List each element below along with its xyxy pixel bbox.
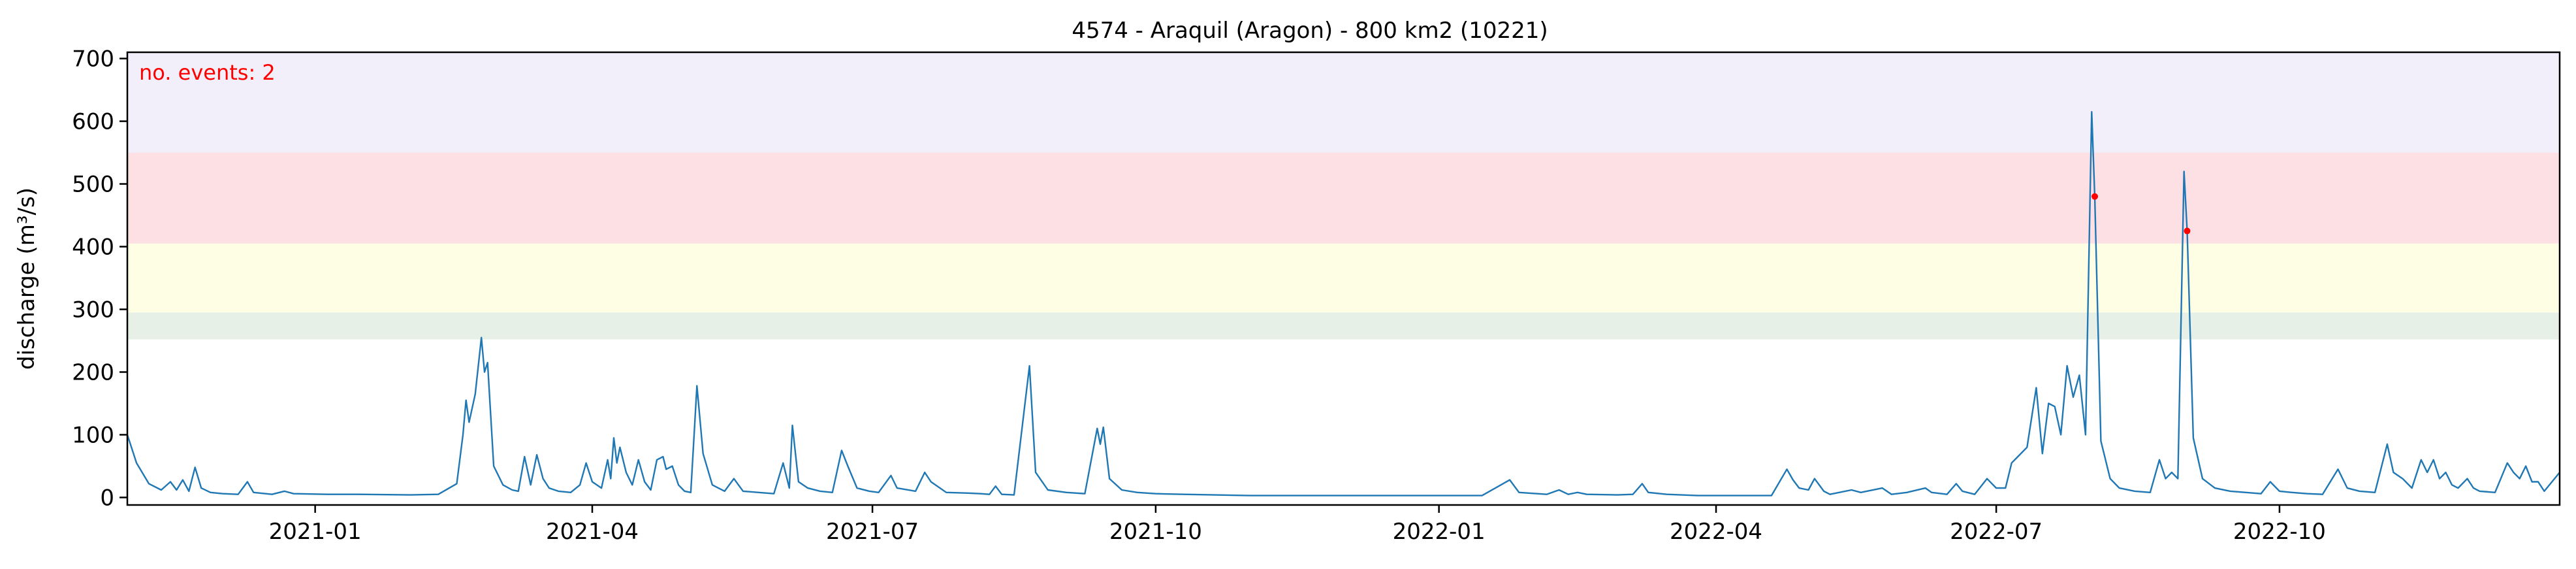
y-tick-label: 300 (72, 297, 114, 323)
x-tick-label: 2021-04 (546, 519, 639, 545)
y-tick-label: 0 (100, 485, 114, 511)
chart-title: 4574 - Araquil (Aragon) - 800 km2 (10221… (1072, 18, 1548, 44)
events-count-annotation: no. events: 2 (139, 60, 276, 85)
event-marker-2 (2184, 227, 2191, 235)
y-tick-label: 200 (72, 360, 114, 386)
x-tick-label: 2022-10 (2233, 519, 2326, 545)
discharge-line (126, 110, 2560, 496)
x-tick-label: 2022-07 (1950, 519, 2043, 545)
x-tick-label: 2022-04 (1670, 519, 1762, 545)
x-tick-label: 2021-07 (826, 519, 919, 545)
x-axis: 2021-01 2021-04 2021-07 2021-10 2022-01 2022-… (269, 505, 2326, 545)
y-tick-label: 400 (72, 235, 114, 261)
x-tick-label: 2021-10 (1109, 519, 1202, 545)
y-axis: 0 100 200 300 400 500 600 700 (72, 46, 127, 511)
event-marker-1 (2091, 193, 2099, 200)
threshold-band-3 (127, 152, 2560, 244)
x-tick-label: 2022-01 (1393, 519, 1486, 545)
threshold-band-2 (127, 243, 2560, 313)
discharge-series (126, 110, 2560, 496)
y-axis-label: discharge (m³/s) (14, 187, 40, 370)
threshold-band-4 (127, 52, 2560, 153)
event-markers (2091, 193, 2191, 235)
threshold-bands (127, 52, 2560, 340)
y-tick-label: 500 (72, 172, 114, 198)
plot-frame (126, 51, 2561, 506)
threshold-band-1 (127, 312, 2560, 340)
y-tick-label: 700 (72, 46, 114, 73)
x-tick-label: 2021-01 (269, 519, 362, 545)
y-tick-label: 600 (72, 109, 114, 135)
y-tick-label: 100 (72, 422, 114, 448)
